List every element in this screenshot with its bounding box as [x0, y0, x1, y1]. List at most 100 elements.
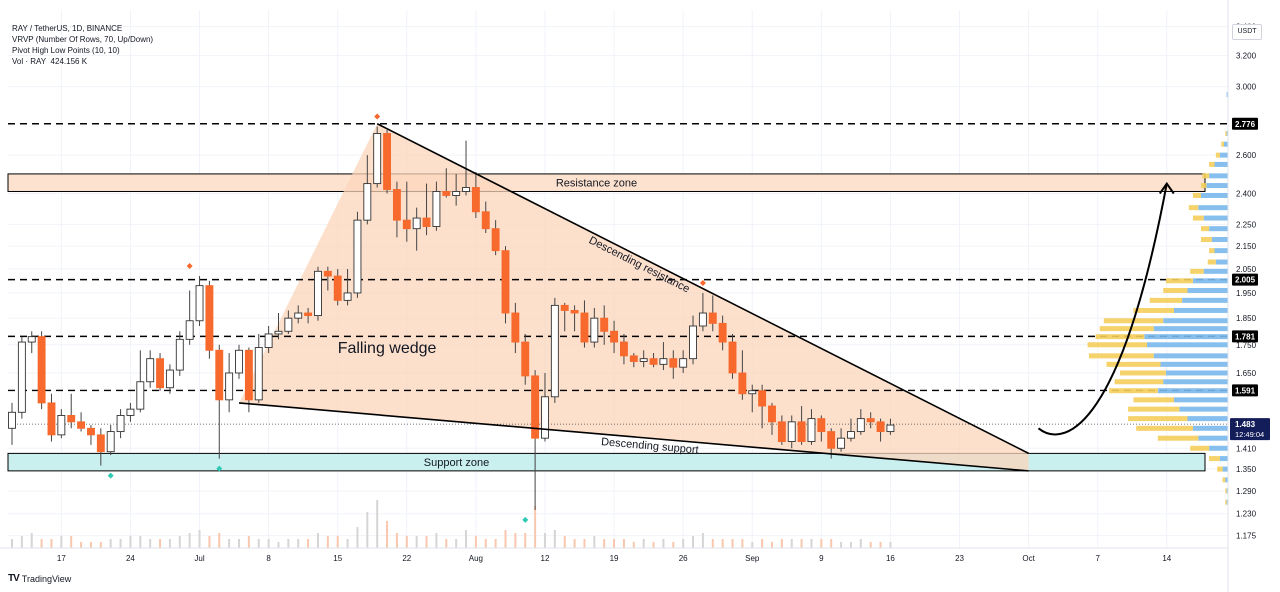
candle-up	[264, 333, 273, 348]
vp-up-bar	[1153, 353, 1228, 359]
vp-down-bar	[1225, 131, 1227, 137]
volume-bar	[859, 539, 862, 548]
volume-bar	[159, 539, 162, 548]
volume-bar	[613, 539, 616, 548]
time-axis[interactable]: 17 24 Jul 8 15 22 Aug 12 19 26 Sep 9 16 23 Oct 7 14	[0, 547, 1228, 563]
volume-bar	[849, 542, 852, 548]
volume-bar	[869, 542, 872, 548]
volume-bar	[435, 533, 438, 548]
vp-up-bar	[1209, 226, 1228, 232]
vp-up-bar	[1160, 361, 1228, 367]
vp-up-bar	[1165, 370, 1228, 376]
volume-bar	[731, 539, 734, 548]
time-tick-label: 12	[541, 554, 550, 563]
candle-up	[363, 183, 372, 221]
vp-down-bar	[1209, 161, 1215, 167]
indicator-volume[interactable]: Vol · RAY 424.156 K	[12, 56, 153, 67]
price-tick-label: 3.200	[1236, 52, 1257, 61]
candle-down	[649, 358, 658, 365]
resistance-zone-label: Resistance zone	[556, 178, 637, 190]
candle-down	[629, 355, 638, 362]
candle-down	[244, 349, 253, 401]
indicator-vrvp[interactable]: VRVP (Number Of Rows, 70, Up/Down)	[12, 35, 154, 44]
vp-down-bar	[1128, 406, 1180, 412]
time-tick-label: Aug	[469, 554, 483, 563]
candle-up	[8, 411, 16, 429]
volume-bar	[149, 539, 152, 548]
price-tick-label: 2.150	[1236, 242, 1257, 251]
time-tick-label: 22	[402, 554, 411, 563]
volume-bar	[553, 530, 556, 548]
candle-up	[136, 381, 145, 410]
level-badge-label: 2.005	[1235, 276, 1256, 285]
candle-down	[797, 421, 806, 442]
price-axis[interactable]: 3.4003.2003.0002.6002.4002.2502.1502.050…	[1227, 0, 1280, 592]
vp-down-bar	[1136, 425, 1193, 431]
vp-up-bar	[1209, 445, 1228, 451]
candle-down	[77, 421, 86, 429]
volume-label: Vol · RAY	[12, 57, 47, 66]
volume-bar	[820, 539, 823, 548]
candle-down	[491, 228, 500, 252]
volume-bar	[692, 536, 695, 548]
price-tick-label: 1.350	[1236, 465, 1257, 474]
level-badge	[1232, 330, 1258, 343]
volume-bar	[603, 539, 606, 548]
candle-down	[501, 250, 510, 314]
volume-bar	[840, 542, 843, 548]
volume-bar	[780, 539, 783, 548]
currency-button[interactable]: USDT	[1232, 24, 1262, 40]
time-tick-label: 9	[819, 554, 824, 563]
indicator-pivots[interactable]: Pivot High Low Points (10, 10)	[12, 46, 120, 55]
candle-down	[570, 310, 579, 314]
price-tick-label: 1.290	[1236, 487, 1257, 496]
symbol-title[interactable]: RAY / TetherUS, 1D, BINANCE	[12, 24, 123, 33]
volume-bar	[405, 536, 408, 548]
volume-bar	[465, 530, 468, 548]
candle-up	[175, 338, 184, 371]
volume-bar	[711, 539, 714, 548]
candle-up	[343, 292, 352, 301]
vp-up-bar	[1226, 131, 1228, 137]
volume-bar	[701, 533, 704, 548]
candle-down	[383, 133, 392, 190]
candle-down	[531, 375, 540, 439]
candle-up	[294, 312, 303, 319]
volume-profile	[1087, 92, 1228, 505]
vp-up-bar	[1187, 287, 1228, 293]
volume-bar	[543, 533, 546, 548]
volume-bar	[168, 539, 171, 548]
candle-down	[47, 402, 56, 436]
candle-down	[87, 427, 95, 436]
volume-bar	[494, 539, 497, 548]
price-tick-label: 1.750	[1236, 341, 1257, 350]
candle-down	[827, 431, 836, 449]
candle-down	[96, 434, 105, 453]
time-tick-label: 24	[126, 554, 135, 563]
vp-up-bar	[1226, 92, 1228, 98]
volume-bar	[80, 542, 83, 548]
volume-bar	[218, 533, 221, 548]
volume-bar	[228, 539, 231, 548]
candle-up	[106, 431, 115, 453]
volume-bar	[20, 536, 23, 548]
price-tick-label: 2.050	[1236, 265, 1257, 274]
projection-arrow-curve	[1037, 183, 1168, 436]
time-tick-label: Oct	[1022, 554, 1035, 563]
time-tick-label: 26	[679, 554, 688, 563]
vp-down-bar	[1149, 297, 1183, 303]
volume-bar	[573, 539, 576, 548]
vp-up-bar	[1174, 397, 1228, 403]
candle-down	[777, 421, 786, 442]
volume-bar	[445, 539, 448, 548]
volume-bar	[593, 536, 596, 548]
candle-up	[353, 219, 362, 294]
vp-up-bar	[1222, 466, 1228, 472]
vp-down-bar	[1133, 397, 1174, 403]
volume-bar	[188, 533, 191, 548]
vp-up-bar	[1203, 215, 1228, 221]
time-tick-label: 7	[1095, 554, 1100, 563]
vp-down-bar	[1106, 361, 1161, 367]
vp-up-bar	[1144, 334, 1228, 340]
